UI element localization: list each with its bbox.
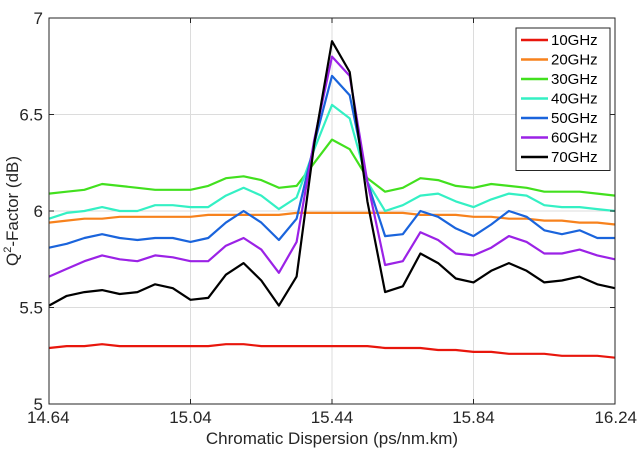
y-tick-label: 5 (34, 395, 43, 414)
x-tick-label: 14.64 (27, 408, 70, 427)
series-line-20GHz (48, 211, 616, 226)
series-line-30GHz (48, 138, 616, 197)
y-tick-label: 5.5 (19, 299, 43, 318)
y-axis-label: Q2-Factor (dB) (2, 156, 22, 266)
y-tick-label: 6 (34, 202, 43, 221)
y-axis-label-rest: -Factor (dB) (3, 156, 22, 247)
x-tick-label: 15.84 (452, 408, 495, 427)
series-line-10GHz (48, 343, 616, 359)
legend-label: 20GHz (551, 52, 598, 69)
y-tick-label: 6.5 (19, 106, 43, 125)
x-tick-label: 15.44 (311, 408, 354, 427)
y-axis-label-main: Q (3, 253, 22, 266)
legend-label: 40GHz (551, 91, 598, 108)
y-tick-label: 7 (34, 9, 43, 28)
legend-label: 60GHz (551, 130, 598, 147)
x-axis-label: Chromatic Dispersion (ps/nm.km) (206, 429, 458, 448)
legend: 10GHz 20GHz 30GHz 40GHz 50GHz 60GHz 70GHz (515, 27, 611, 171)
axis-ticks: 14.64 15.04 15.44 15.84 16.24 5 5.5 6 6.5 7 (19, 9, 637, 427)
series-lines (48, 40, 616, 359)
legend-label: 10GHz (551, 32, 598, 49)
legend-label: 70GHz (551, 149, 598, 166)
legend-label: 30GHz (551, 71, 598, 88)
series-line-50GHz (48, 74, 615, 249)
series-line-70GHz (48, 40, 616, 307)
legend-label: 50GHz (551, 110, 598, 127)
series-line-40GHz (48, 103, 616, 220)
x-tick-label: 15.04 (169, 408, 212, 427)
x-tick-label: 16.24 (594, 408, 637, 427)
series-line-60GHz (48, 55, 616, 278)
y-axis-label-superscript: 2 (2, 247, 14, 253)
